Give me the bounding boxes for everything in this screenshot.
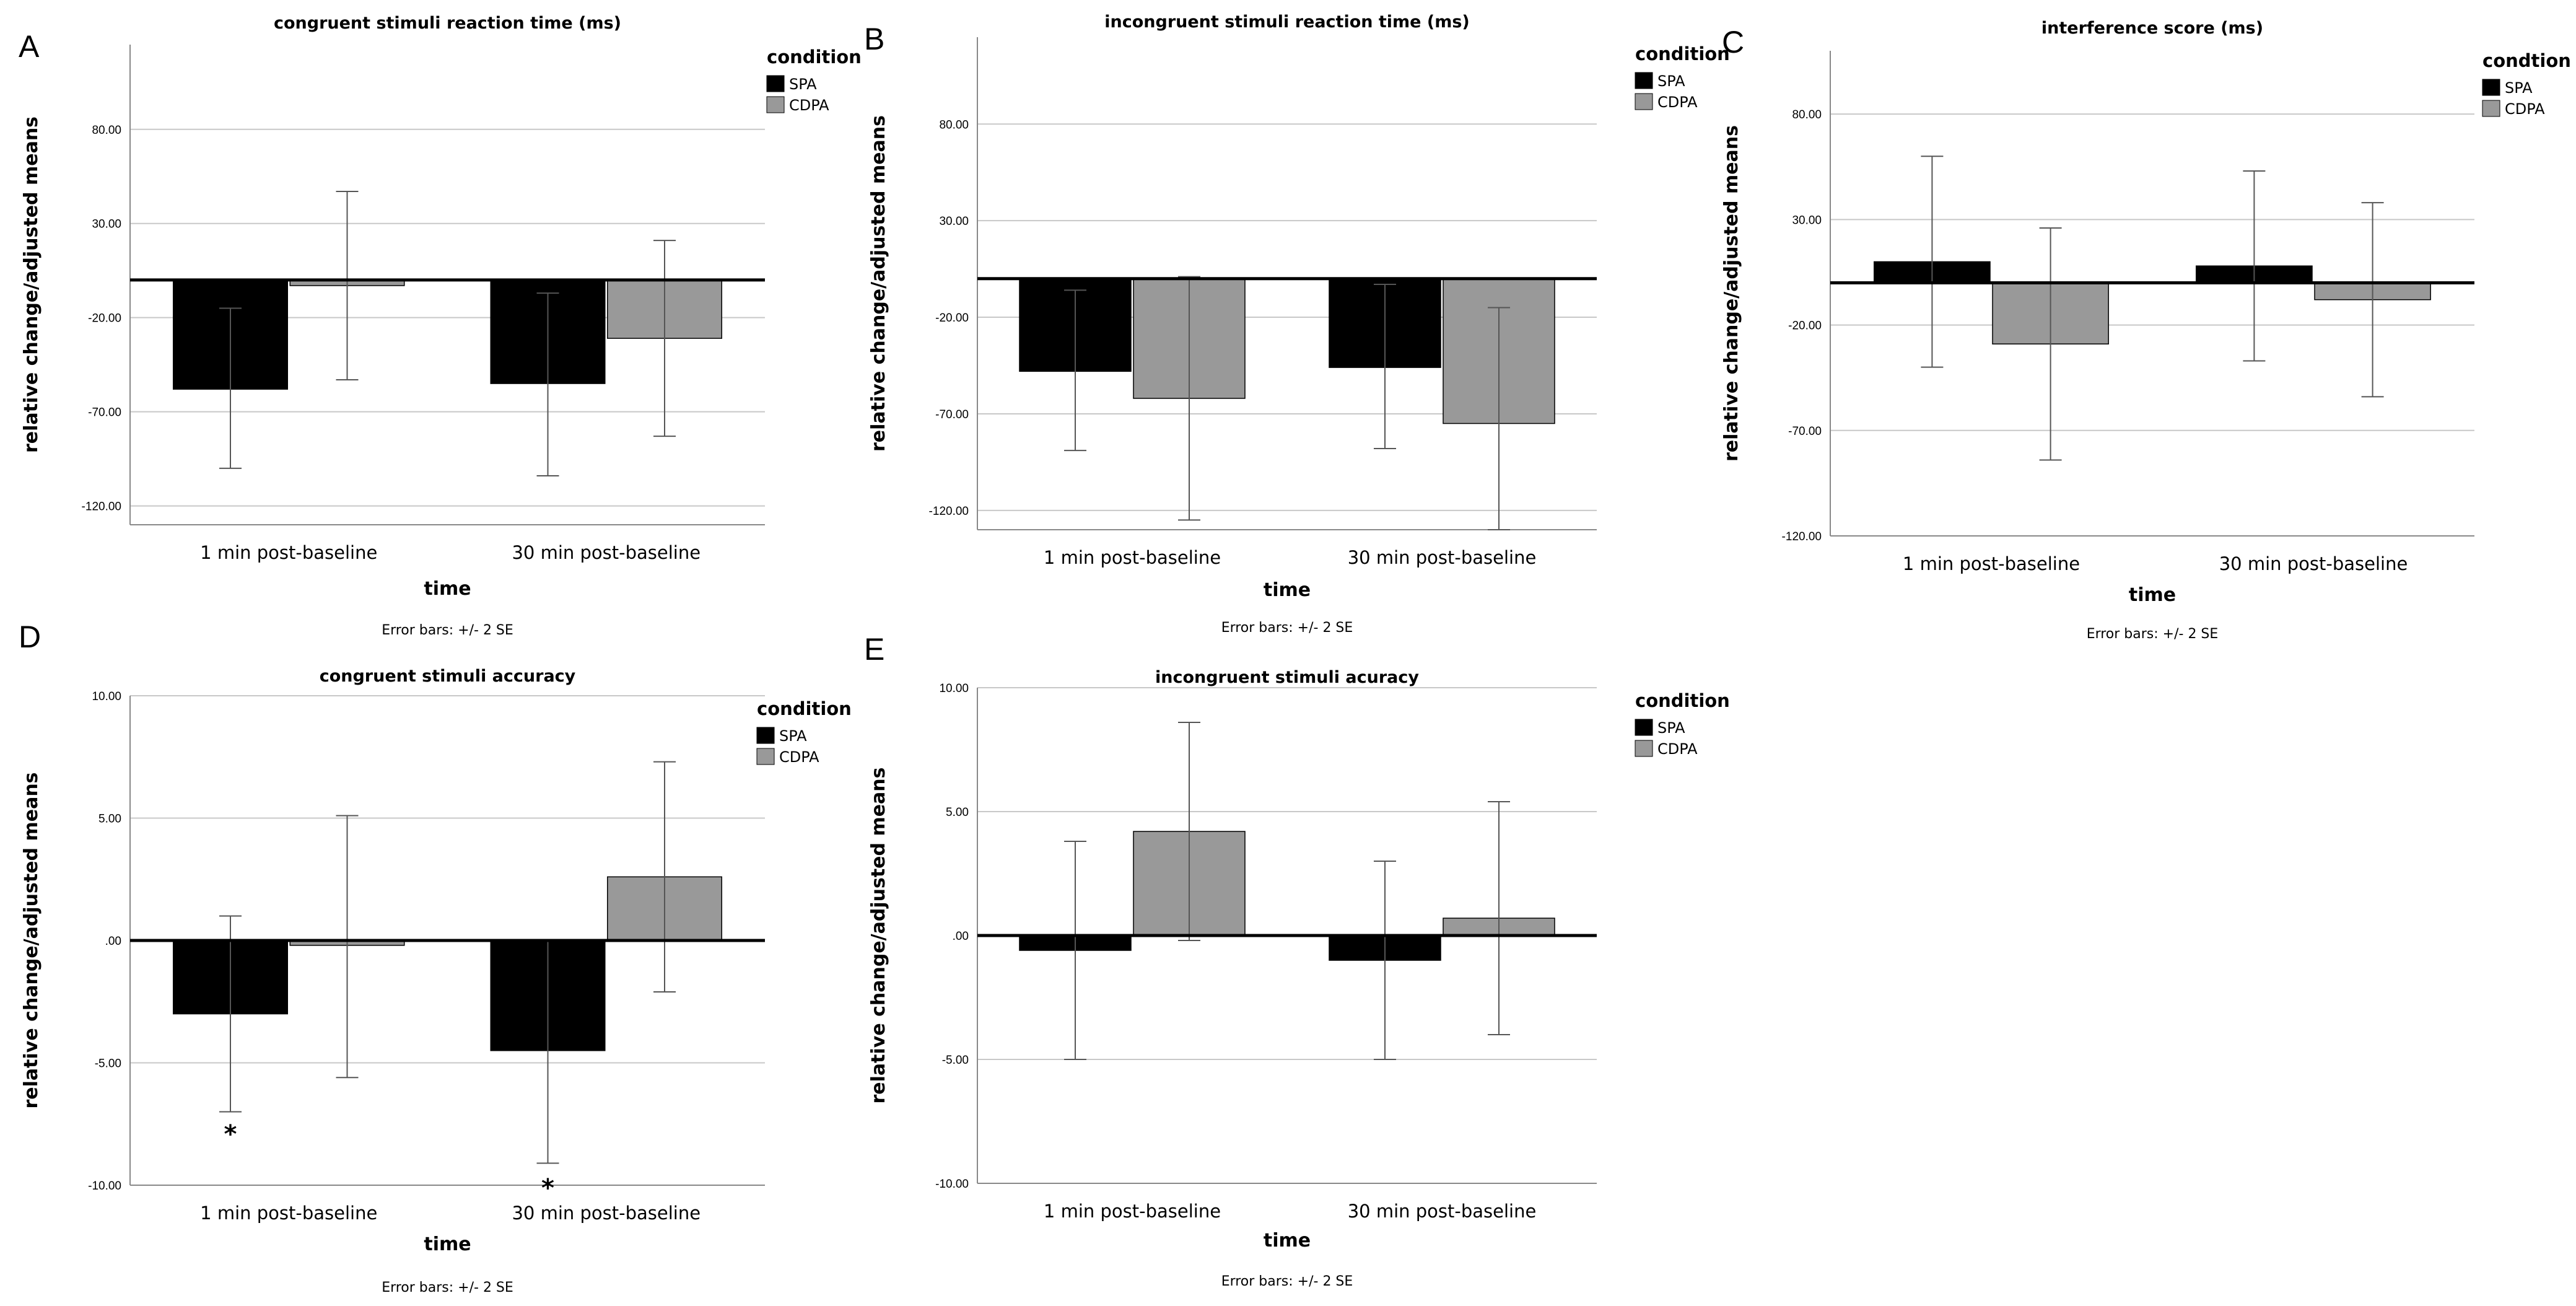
- legend-title: condition: [767, 46, 862, 68]
- error-bar-footnote: Error bars: +/- 2 SE: [1221, 1274, 1353, 1289]
- y-tick-label: 10.00: [939, 682, 969, 695]
- x-axis-title: time: [1264, 579, 1311, 601]
- legend: condition SPA CDPA: [756, 698, 852, 766]
- x-axis-title: time: [2129, 584, 2176, 606]
- chart-title: incongruent stimuli reaction time (ms): [1104, 12, 1470, 32]
- legend-swatch-spa: [1635, 72, 1653, 89]
- y-tick-label: 30.00: [939, 215, 969, 228]
- y-tick-label: -120.00: [929, 505, 969, 518]
- legend-label-spa: SPA: [1657, 719, 1685, 737]
- panel-letter: B: [864, 22, 884, 56]
- significance-marker: *: [541, 1174, 554, 1203]
- legend-title: condition: [1635, 43, 1730, 64]
- legend: condition SPA CDPA: [766, 46, 862, 114]
- y-axis-title: relative change/adjusted means: [868, 115, 889, 452]
- x-tick-label: 30 min post-baseline: [1348, 547, 1537, 568]
- y-axis-title: relative change/adjusted means: [20, 116, 42, 453]
- legend-title: condition: [757, 698, 852, 719]
- panel-letter: C: [1722, 25, 1744, 59]
- x-tick-label: 30 min post-baseline: [512, 542, 701, 563]
- y-tick-label: 80.00: [939, 118, 969, 131]
- y-tick-label: 5.00: [946, 806, 969, 819]
- legend-label-cdpa: CDPA: [1657, 94, 1698, 111]
- x-tick-label: 1 min post-baseline: [1044, 547, 1221, 568]
- y-tick-label: -10.00: [88, 1180, 121, 1193]
- legend-label-cdpa: CDPA: [2505, 100, 2545, 118]
- legend-label-cdpa: CDPA: [779, 748, 819, 766]
- x-tick-label: 1 min post-baseline: [200, 542, 377, 563]
- panel-letter: D: [19, 620, 41, 654]
- legend: condition SPA CDPA: [1635, 690, 1730, 758]
- y-tick-label: .00: [105, 935, 121, 948]
- chart-title: congruent stimuli reaction time (ms): [274, 14, 621, 33]
- legend-swatch-cdpa: [1635, 93, 1653, 110]
- error-bar-footnote: Error bars: +/- 2 SE: [382, 623, 513, 638]
- y-tick-label: 30.00: [1792, 214, 1822, 227]
- y-axis-title: relative change/adjusted means: [1721, 125, 1742, 462]
- legend-swatch-spa: [766, 75, 785, 92]
- y-tick-label: -70.00: [1788, 425, 1822, 438]
- x-tick-label: 30 min post-baseline: [2219, 553, 2408, 574]
- legend-label-spa: SPA: [2505, 79, 2533, 97]
- y-axis-title: relative change/adjusted means: [20, 772, 42, 1108]
- legend-swatch-cdpa: [1635, 740, 1653, 757]
- y-tick-label: 80.00: [92, 124, 121, 137]
- y-tick-label: .00: [953, 930, 969, 943]
- y-tick-label: 80.00: [1792, 108, 1822, 121]
- legend-title: condition: [1635, 690, 1730, 711]
- y-tick-label: -5.00: [942, 1054, 969, 1067]
- x-axis-title: time: [424, 578, 471, 600]
- y-tick-label: -70.00: [88, 406, 121, 419]
- legend-swatch-spa: [756, 727, 775, 744]
- legend-label-cdpa: CDPA: [789, 97, 829, 114]
- legend: condtion SPA CDPA: [2482, 50, 2571, 118]
- x-tick-label: 1 min post-baseline: [200, 1203, 377, 1224]
- y-tick-label: -120.00: [1782, 530, 1822, 543]
- legend: condition SPA CDPA: [1635, 43, 1730, 111]
- y-tick-label: 30.00: [92, 218, 121, 231]
- legend-swatch-cdpa: [766, 96, 785, 113]
- legend-title: condtion: [2482, 50, 2571, 71]
- x-axis-title: time: [1264, 1230, 1311, 1251]
- x-tick-label: 1 min post-baseline: [1044, 1201, 1221, 1222]
- y-tick-label: -10.00: [935, 1178, 969, 1191]
- x-tick-label: 1 min post-baseline: [1903, 553, 2080, 574]
- legend-label-spa: SPA: [789, 76, 817, 93]
- chart-title: interference score (ms): [2041, 19, 2263, 38]
- y-tick-label: 5.00: [98, 813, 121, 826]
- x-tick-label: 30 min post-baseline: [512, 1203, 701, 1224]
- significance-marker: *: [224, 1120, 237, 1149]
- legend-swatch-cdpa: [756, 748, 775, 765]
- panel-letter: A: [19, 29, 40, 64]
- chart-title: incongruent stimuli acuracy: [1155, 668, 1419, 687]
- chart-title: congruent stimuli accuracy: [320, 667, 576, 686]
- y-tick-label: -120.00: [82, 501, 121, 514]
- error-bar-footnote: Error bars: +/- 2 SE: [1221, 620, 1353, 636]
- legend-swatch-spa: [2482, 79, 2500, 96]
- panel-letter: E: [864, 632, 884, 667]
- legend-label-spa: SPA: [779, 727, 807, 745]
- y-tick-label: -20.00: [935, 312, 969, 325]
- legend-swatch-cdpa: [2482, 100, 2500, 117]
- error-bar-footnote: Error bars: +/- 2 SE: [382, 1280, 513, 1295]
- y-tick-label: 10.00: [92, 690, 121, 703]
- legend-swatch-spa: [1635, 719, 1653, 736]
- y-tick-label: -5.00: [95, 1058, 121, 1071]
- y-tick-label: -70.00: [935, 408, 969, 421]
- legend-label-cdpa: CDPA: [1657, 740, 1698, 758]
- error-bar-footnote: Error bars: +/- 2 SE: [2087, 626, 2219, 642]
- y-tick-label: -20.00: [1788, 320, 1822, 333]
- y-axis-title: relative change/adjusted means: [868, 767, 889, 1103]
- x-tick-label: 30 min post-baseline: [1348, 1201, 1537, 1222]
- x-axis-title: time: [424, 1234, 471, 1255]
- legend-label-spa: SPA: [1657, 72, 1685, 90]
- y-tick-label: -20.00: [88, 312, 121, 325]
